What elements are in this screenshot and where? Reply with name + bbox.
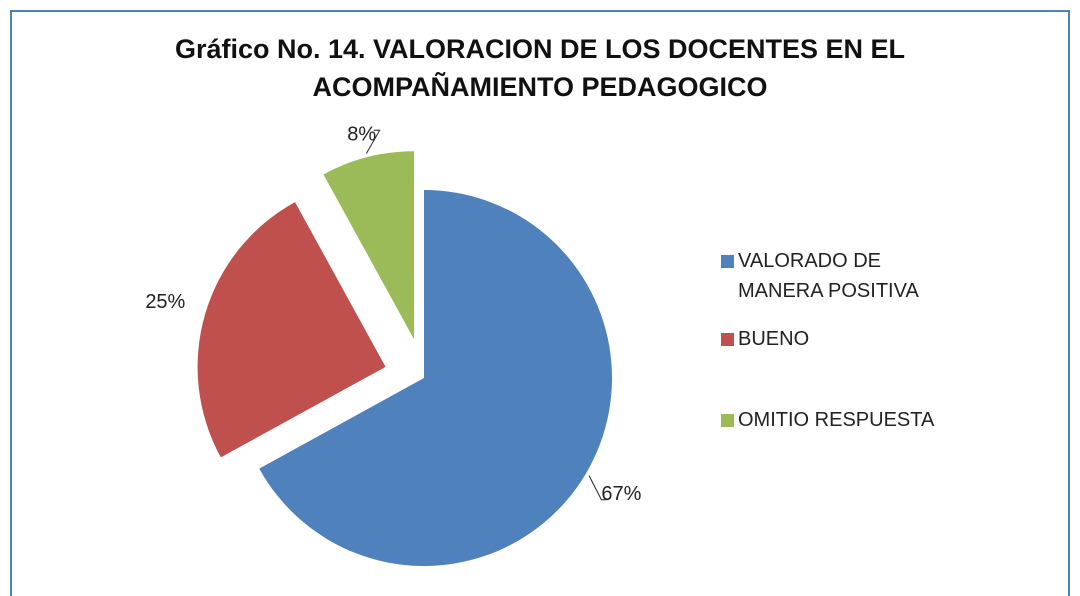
pie-slice (323, 151, 415, 340)
chart-border (10, 10, 1070, 596)
chart-title: Gráfico No. 14. VALORACION DE LOS DOCENT… (174, 34, 906, 102)
leader-line (588, 475, 608, 501)
legend-swatch (721, 333, 734, 346)
legend-item: BUENO (721, 324, 1058, 354)
data-label: 67% (601, 483, 641, 505)
pie-slice (197, 202, 386, 458)
legend-swatch (721, 255, 734, 268)
data-label: 8% (347, 124, 376, 146)
legend-label: BUENO (738, 328, 810, 350)
leader-line (365, 129, 381, 154)
legend-label: OMITIO RESPUESTA (738, 409, 935, 431)
legend-swatch (721, 414, 734, 427)
legend-item: VALORADO DE MANERA POSITIVA (721, 246, 1058, 306)
pie-slice (259, 190, 612, 567)
legend-label: VALORADO DE MANERA POSITIVA (738, 250, 919, 302)
data-label: 25% (145, 291, 185, 313)
legend-item: OMITIO RESPUESTA (721, 405, 1058, 435)
